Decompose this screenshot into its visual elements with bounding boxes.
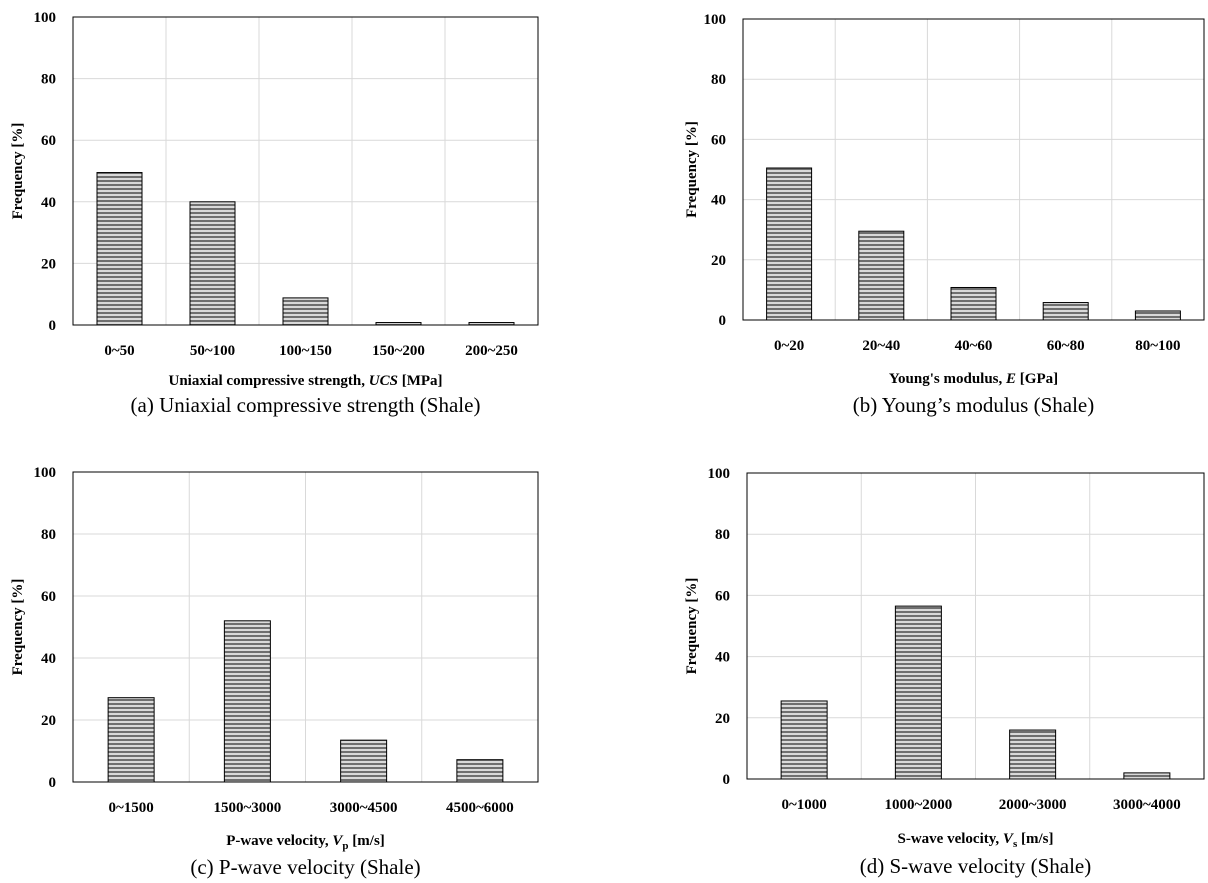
plot-frame: [746, 472, 1205, 780]
y-axis-label: Frequency [%]: [10, 579, 26, 676]
y-tick-label: 100: [34, 465, 57, 481]
bar: [950, 286, 997, 321]
bar: [107, 697, 155, 783]
y-tick-label: 80: [41, 72, 56, 88]
y-tick-label: 100: [704, 12, 727, 28]
bar: [858, 230, 905, 321]
y-tick-label: 40: [41, 651, 56, 667]
x-tick-label: 50~100: [190, 343, 235, 359]
y-axis-label: Frequency [%]: [684, 121, 700, 218]
x-tick-label: 0~1500: [108, 800, 153, 816]
bar: [456, 759, 504, 783]
y-tick-label: 80: [41, 527, 56, 543]
y-tick-label: 20: [41, 256, 56, 272]
y-tick-label: 60: [711, 132, 726, 148]
x-tick-label: 20~40: [862, 338, 900, 354]
x-tick-label: 2000~3000: [999, 797, 1067, 813]
bar: [1042, 302, 1089, 321]
y-tick-label: 20: [715, 711, 730, 727]
x-tick-label: 3000~4500: [330, 800, 398, 816]
x-axis-label: Young's modulus, E [GPa]: [889, 371, 1058, 387]
y-tick-label: 20: [41, 713, 56, 729]
bar: [189, 201, 236, 326]
y-tick-label: 100: [708, 466, 731, 482]
y-tick-label: 80: [715, 527, 730, 543]
figure-caption: (c) P-wave velocity (Shale): [190, 855, 420, 879]
x-tick-label: 150~200: [372, 343, 425, 359]
x-axis-label: P-wave velocity, Vp [m/s]: [226, 833, 385, 852]
x-tick-label: 80~100: [1135, 338, 1180, 354]
bar: [282, 297, 329, 326]
x-tick-label: 40~60: [955, 338, 993, 354]
y-tick-label: 0: [719, 313, 727, 329]
y-tick-label: 0: [723, 772, 731, 788]
x-tick-label: 60~80: [1047, 338, 1085, 354]
chart-d: 0 20 40 60 80 100 0~1000 1000~2000 2000~3000 3000…: [684, 466, 1205, 878]
chart-a: 0 20 40 60 80 100 0~50 50~100 100~150 150~200 200~…: [10, 10, 539, 417]
plot-frame: [742, 18, 1205, 321]
y-tick-label: 60: [41, 589, 56, 605]
figure-caption: (a) Uniaxial compressive strength (Shale…: [131, 393, 481, 417]
x-tick-label: 4500~6000: [446, 800, 514, 816]
bar: [96, 172, 143, 326]
x-tick-label: 0~20: [774, 338, 804, 354]
x-tick-label: 1000~2000: [884, 797, 952, 813]
figure-caption: (d) S-wave velocity (Shale): [860, 854, 1092, 878]
bar: [766, 167, 813, 321]
x-tick-label: 3000~4000: [1113, 797, 1181, 813]
figure-caption: (b) Young’s modulus (Shale): [853, 393, 1095, 417]
x-axis-label: S-wave velocity, Vs [m/s]: [898, 831, 1054, 850]
x-tick-label: 200~250: [465, 343, 518, 359]
bar: [340, 739, 388, 783]
bar: [780, 700, 828, 780]
bar: [1134, 310, 1181, 321]
bar: [894, 605, 942, 780]
x-tick-label: 0~1000: [781, 797, 826, 813]
y-tick-label: 40: [41, 195, 56, 211]
x-tick-label: 0~50: [104, 343, 134, 359]
plot-frame: [72, 16, 539, 326]
chart-b: 0 20 40 60 80 100 0~20 20~40 40~60 60~80 80~100 Fre…: [684, 12, 1205, 417]
y-tick-label: 100: [34, 10, 57, 26]
y-tick-label: 60: [41, 133, 56, 149]
y-axis-label: Frequency [%]: [684, 578, 700, 675]
y-tick-label: 40: [711, 193, 726, 209]
y-tick-label: 60: [715, 588, 730, 604]
x-tick-label: 1500~3000: [213, 800, 281, 816]
y-tick-label: 20: [711, 253, 726, 269]
bar: [1123, 772, 1171, 780]
x-tick-label: 100~150: [279, 343, 332, 359]
bar: [1009, 729, 1057, 780]
y-tick-label: 40: [715, 650, 730, 666]
y-tick-label: 0: [49, 318, 57, 334]
bar: [223, 620, 271, 783]
chart-c: 0 20 40 60 80 100 0~1500 1500~3000 3000~4500 4500…: [10, 465, 539, 879]
plot-frame: [72, 471, 539, 783]
x-axis-label: Uniaxial compressive strength, UCS [MPa]: [168, 373, 442, 389]
y-tick-label: 80: [711, 72, 726, 88]
y-axis-label: Frequency [%]: [10, 123, 26, 220]
y-tick-label: 0: [49, 775, 57, 791]
